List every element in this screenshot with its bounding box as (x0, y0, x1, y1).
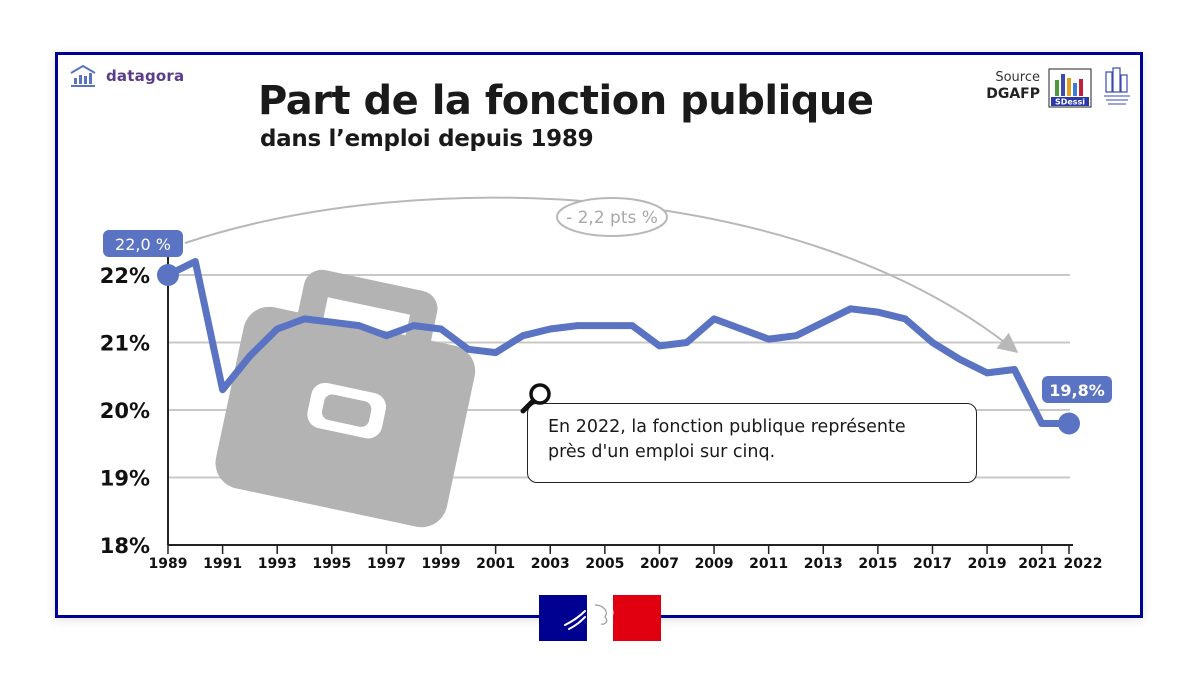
start-value-badge (103, 230, 183, 257)
delta-bubble (556, 197, 668, 237)
y-tick-label: 22% (100, 264, 150, 288)
x-tick-label: 2007 (640, 556, 679, 572)
insight-callout: En 2022, la fonction publique représente… (527, 403, 977, 483)
y-tick-label: 18% (100, 534, 150, 558)
callout-line-1: En 2022, la fonction publique représente (548, 417, 906, 437)
x-tick-label: 2017 (913, 556, 952, 572)
x-tick-label: 2019 (968, 556, 1007, 572)
x-axis-ticks: 1989 1991 1993 1995 1997 1999 2001 2003 2005 2007… (149, 545, 1103, 572)
bar-chart-house-icon (70, 65, 96, 87)
chart-subtitle: dans l’emploi depuis 1989 (260, 126, 594, 152)
x-tick-label: 1991 (203, 556, 242, 572)
briefcase-icon (215, 269, 476, 528)
chart-frame (55, 52, 1143, 618)
x-tick-label: 1993 (258, 556, 297, 572)
x-tick-label: 2011 (749, 556, 788, 572)
x-tick-label: 1997 (367, 556, 406, 572)
x-tick-label: 2015 (858, 556, 897, 572)
sdessi-label: SDessi (1055, 98, 1085, 107)
callout-line-2: près d'un emploi sur cinq. (548, 442, 776, 462)
start-value-label: 22,0 % (115, 235, 171, 254)
source-name: DGAFP (986, 86, 1040, 102)
start-point (157, 264, 179, 286)
source-label: Source (995, 70, 1040, 85)
end-point (1058, 412, 1080, 435)
brand-name: datagora (106, 67, 185, 85)
brand: datagora (68, 64, 184, 88)
y-tick-label: 19% (100, 467, 150, 491)
statistique-publique-logo (1104, 67, 1130, 105)
series-line (164, 258, 1073, 427)
x-tick-label: 1989 (149, 556, 188, 572)
y-tick-label: 20% (100, 399, 150, 423)
x-tick-label: 2003 (531, 556, 570, 572)
republique-francaise-logo (539, 595, 661, 641)
end-value-label: 19,8% (1049, 381, 1105, 400)
y-axis-ticks: 18% 19% 20% 21% 22% (100, 264, 150, 558)
end-value-badge (1042, 376, 1112, 403)
x-tick-label: 2022 (1064, 556, 1103, 572)
sdessi-logo: SDessi (1048, 68, 1092, 108)
x-tick-label: 2001 (476, 556, 515, 572)
x-tick-label: 2009 (695, 556, 734, 572)
delta-label: - 2,2 pts % (566, 208, 658, 228)
x-tick-label: 2021 (1018, 556, 1057, 572)
magnifier-icon (520, 383, 551, 414)
x-tick-label: 1999 (422, 556, 461, 572)
x-tick-label: 1995 (312, 556, 351, 572)
x-tick-label: 2005 (585, 556, 624, 572)
x-tick-label: 2013 (804, 556, 843, 572)
chart-title: Part de la fonction publique (258, 78, 874, 124)
source-block: Source DGAFP (986, 70, 1040, 103)
y-tick-label: 21% (100, 332, 150, 356)
